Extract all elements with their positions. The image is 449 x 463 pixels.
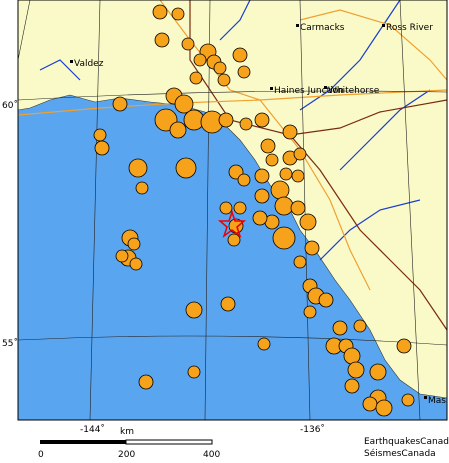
place-label: Carmacks (300, 23, 345, 33)
earthquake (171, 7, 185, 21)
place-label: Valdez (74, 59, 104, 69)
earthquake (181, 37, 195, 51)
earthquake (254, 168, 270, 184)
earthquake (237, 173, 251, 187)
earthquake (290, 200, 306, 216)
earthquake (213, 61, 227, 75)
earthquake (93, 128, 107, 142)
earthquake (128, 158, 148, 178)
earthquake (293, 147, 307, 161)
credit: SéismesCanada (364, 448, 436, 459)
scale-unit: km (120, 427, 134, 437)
earthquake (189, 71, 203, 85)
earthquake (219, 201, 233, 215)
earthquake (260, 138, 276, 154)
epicenter-star (217, 209, 247, 239)
earthquake (169, 121, 187, 139)
earthquake (343, 347, 361, 365)
earthquake (112, 96, 128, 112)
earthquake (232, 47, 248, 63)
earthquake (299, 213, 317, 231)
earthquake (257, 337, 271, 351)
earthquake (239, 117, 253, 131)
earthquake (218, 112, 234, 128)
earthquake (138, 374, 154, 390)
earthquake (304, 240, 320, 256)
earthquake (115, 249, 129, 263)
earthquake (187, 365, 201, 379)
place-marker (296, 24, 299, 27)
earthquake (375, 399, 393, 417)
earthquake (279, 167, 293, 181)
earthquake (252, 210, 268, 226)
earthquake (94, 140, 110, 156)
scale-bar (40, 439, 213, 445)
lat-label: 60˚ (2, 100, 18, 111)
earthquake (332, 320, 348, 336)
place-marker (382, 24, 385, 27)
place-label: Mass (428, 396, 449, 406)
earthquake (127, 237, 141, 251)
earthquake (272, 226, 296, 250)
earthquake (152, 4, 168, 20)
scale-segment (125, 439, 213, 445)
earthquakes (93, 4, 415, 417)
scale-tick: 200 (118, 450, 135, 459)
earthquake (217, 73, 231, 87)
earthquake (344, 378, 360, 394)
earthquake (318, 292, 334, 308)
earthquake (303, 305, 317, 319)
earthquake (401, 393, 415, 407)
place-labels: Carmacks Ross River Valdez Haines Juncti… (70, 23, 449, 406)
earthquake (129, 257, 143, 271)
earthquake (291, 169, 305, 183)
earthquake (274, 196, 294, 216)
scale-segment (40, 440, 126, 444)
lat-label: 55˚ (2, 338, 18, 349)
scale-tick: 0 (38, 450, 44, 459)
earthquake (237, 65, 251, 79)
earthquake (353, 319, 367, 333)
earthquake (396, 338, 412, 354)
earthquake (362, 396, 378, 412)
place-label: Whitehorse (328, 86, 380, 96)
place-marker (324, 86, 327, 89)
earthquake (282, 124, 298, 140)
earthquake (293, 255, 307, 269)
earthquake (193, 53, 207, 67)
earthquake (154, 32, 170, 48)
earthquake (369, 363, 387, 381)
earthquake (220, 296, 236, 312)
lon-label: -144˚ (80, 424, 105, 435)
place-label: Ross River (386, 23, 433, 33)
earthquake (227, 233, 241, 247)
place-marker (424, 396, 427, 399)
map-area: Carmacks Ross River Valdez Haines Juncti… (18, 0, 449, 420)
earthquake (233, 201, 247, 215)
earthquake (254, 112, 270, 128)
earthquake (185, 301, 203, 319)
place-marker (70, 60, 73, 63)
earthquake (265, 153, 279, 167)
map-frame (17, 0, 448, 421)
earthquake (270, 180, 290, 200)
graticule (18, 0, 447, 420)
earthquake (175, 157, 197, 179)
place-marker (270, 87, 273, 90)
earthquake (347, 361, 365, 379)
earthquake (135, 181, 149, 195)
earthquake (174, 94, 194, 114)
lon-label: -136˚ (300, 424, 325, 435)
scale-tick: 400 (203, 450, 220, 459)
earthquake (254, 188, 270, 204)
place-label: Haines Junction (274, 86, 344, 96)
credit: EarthquakesCanada (364, 437, 449, 447)
